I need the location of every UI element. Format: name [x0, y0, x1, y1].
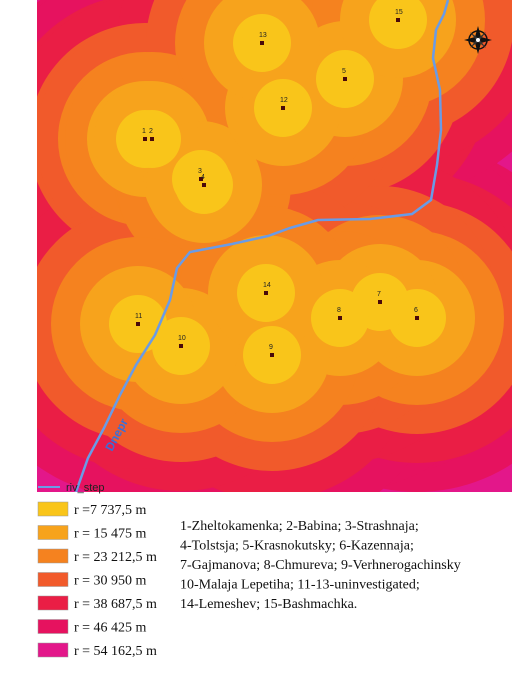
site-marker [199, 177, 203, 181]
site-marker [179, 344, 183, 348]
description-line: 7-Gajmanova; 8-Chmureva; 9-Verhnerogachi… [180, 558, 461, 573]
legend-swatch [37, 619, 69, 634]
site-label: 15 [395, 9, 403, 16]
site-label: 3 [198, 168, 202, 175]
description-line: 14-Lemeshev; 15-Bashmachka. [180, 597, 357, 612]
site-label: 12 [280, 97, 288, 104]
legend-label: r = 15 475 m [74, 527, 147, 542]
legend-label: r =7 737,5 m [74, 503, 147, 518]
description-line: 4-Tolstsja; 5-Krasnokutsky; 6-Kazennaja; [180, 539, 414, 554]
legend-swatch [37, 501, 69, 517]
site-label: 11 [135, 313, 142, 320]
site-label: 13 [259, 32, 267, 39]
site-marker [260, 41, 264, 45]
site-marker [270, 353, 274, 357]
legend-label: r = 23 212,5 m [74, 550, 157, 565]
site-label: 14 [263, 282, 271, 289]
site-marker [136, 322, 140, 326]
site-label: 6 [414, 307, 418, 314]
site-marker [338, 316, 342, 320]
river [74, 0, 450, 492]
site-label: 5 [342, 68, 346, 75]
site-marker [343, 77, 347, 81]
legend-swatch [37, 595, 69, 611]
site-marker [396, 18, 400, 22]
site-marker [202, 183, 206, 187]
site-marker [264, 291, 268, 295]
site-marker [150, 137, 154, 141]
site-label: 4 [201, 174, 205, 181]
site-label: 1 [142, 128, 146, 135]
legend-label: r = 38 687,5 m [74, 597, 157, 612]
site-marker [281, 106, 285, 110]
site-marker [143, 137, 147, 141]
legend-label: r = 46 425 m [74, 621, 147, 636]
description-line: 1-Zheltokamenka; 2-Babina; 3-Strashnaja; [180, 519, 419, 534]
site-label: 7 [377, 291, 381, 298]
description-line: 10-Malaja Lepetiha; 11-13-uninvestigated… [180, 578, 420, 593]
site-label: 9 [269, 344, 273, 351]
legend-swatch [37, 572, 69, 587]
site-marker [415, 316, 419, 320]
legend-swatch [37, 525, 69, 540]
buffer-zone [369, 0, 427, 49]
legend-label: r = 54 162,5 m [74, 644, 157, 659]
site-marker [378, 300, 382, 304]
compass [464, 26, 492, 54]
river-legend-label: riv_step [66, 482, 105, 494]
legend-swatch [37, 548, 69, 564]
legend-swatch [37, 642, 69, 658]
site-label: 10 [178, 335, 186, 342]
site-label: 2 [149, 128, 153, 135]
site-label: 8 [337, 307, 341, 314]
legend-label: r = 30 950 m [74, 574, 147, 589]
